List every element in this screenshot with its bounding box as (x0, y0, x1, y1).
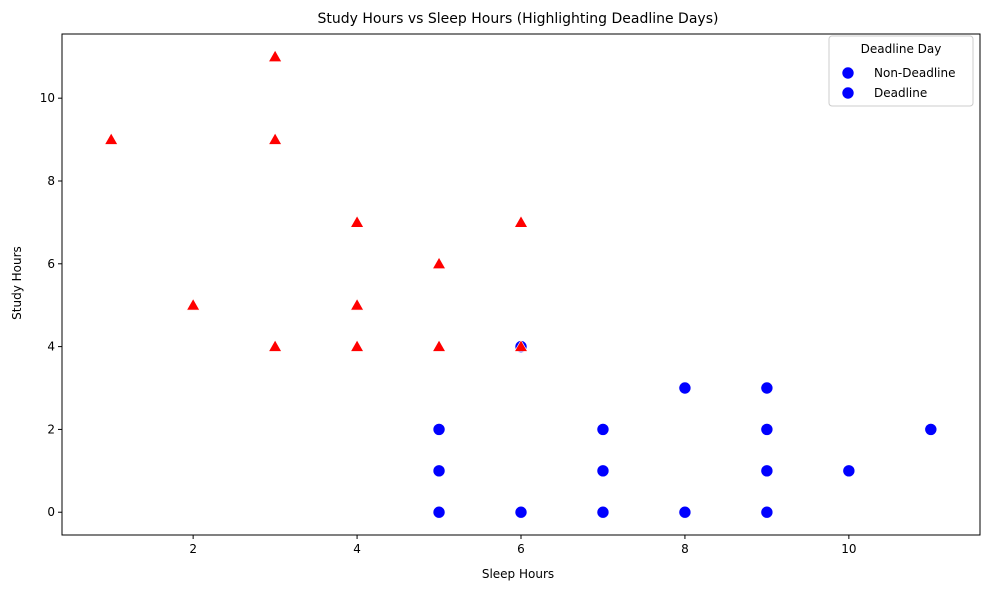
circle-point (842, 464, 856, 478)
circle-point (760, 381, 774, 395)
triangle-point (268, 339, 283, 352)
triangle-point (186, 298, 201, 311)
legend-title: Deadline Day (861, 42, 942, 56)
triangle-point (432, 256, 447, 269)
legend-label: Deadline (874, 86, 927, 100)
y-axis-ticks: 0 2 4 6 8 10 (40, 91, 62, 519)
x-tick-label: 10 (841, 542, 856, 556)
circle-point (760, 505, 774, 519)
triangle-point (513, 215, 529, 228)
legend: Deadline Day Non-Deadline Deadline (828, 35, 974, 107)
y-tick-label: 0 (47, 505, 55, 519)
plot-frame (61, 33, 981, 536)
triangle-point (350, 339, 365, 352)
circle-point (596, 505, 610, 519)
circle-point (432, 423, 446, 436)
legend-box (828, 35, 974, 107)
circle-point (596, 464, 610, 478)
circle-point (760, 423, 774, 436)
x-tick-label: 4 (353, 542, 361, 556)
legend-marker (841, 66, 855, 80)
triangle-point (432, 339, 447, 352)
circle-point (596, 423, 610, 436)
triangle-point (268, 49, 283, 62)
y-tick-label: 4 (47, 340, 55, 354)
circle-point (432, 505, 446, 519)
triangle-point (350, 298, 365, 311)
legend-label: Non-Deadline (874, 66, 956, 80)
chart-title: Study Hours vs Sleep Hours (Highlighting… (318, 11, 719, 27)
y-tick-label: 2 (47, 422, 55, 436)
x-tick-label: 2 (189, 542, 197, 556)
y-tick-label: 10 (40, 91, 55, 105)
y-tick-label: 8 (47, 174, 55, 188)
y-tick-label: 6 (47, 257, 55, 271)
circle-point (678, 505, 692, 519)
triangle-point (104, 132, 119, 145)
triangle-point (513, 339, 529, 352)
x-tick-label: 6 (517, 542, 525, 556)
x-axis-ticks: 2 4 6 8 10 (189, 535, 856, 556)
triangle-point (350, 215, 365, 228)
plot-area (104, 49, 938, 519)
x-axis-label: Sleep Hours (482, 567, 554, 581)
circle-point (924, 423, 938, 436)
circle-point (760, 464, 774, 478)
y-axis-label: Study Hours (10, 246, 24, 320)
circle-point (514, 505, 528, 519)
circle-point (678, 381, 692, 395)
legend-marker (841, 86, 855, 100)
circle-point (432, 464, 446, 478)
triangle-point (268, 132, 283, 145)
x-tick-label: 8 (681, 542, 689, 556)
